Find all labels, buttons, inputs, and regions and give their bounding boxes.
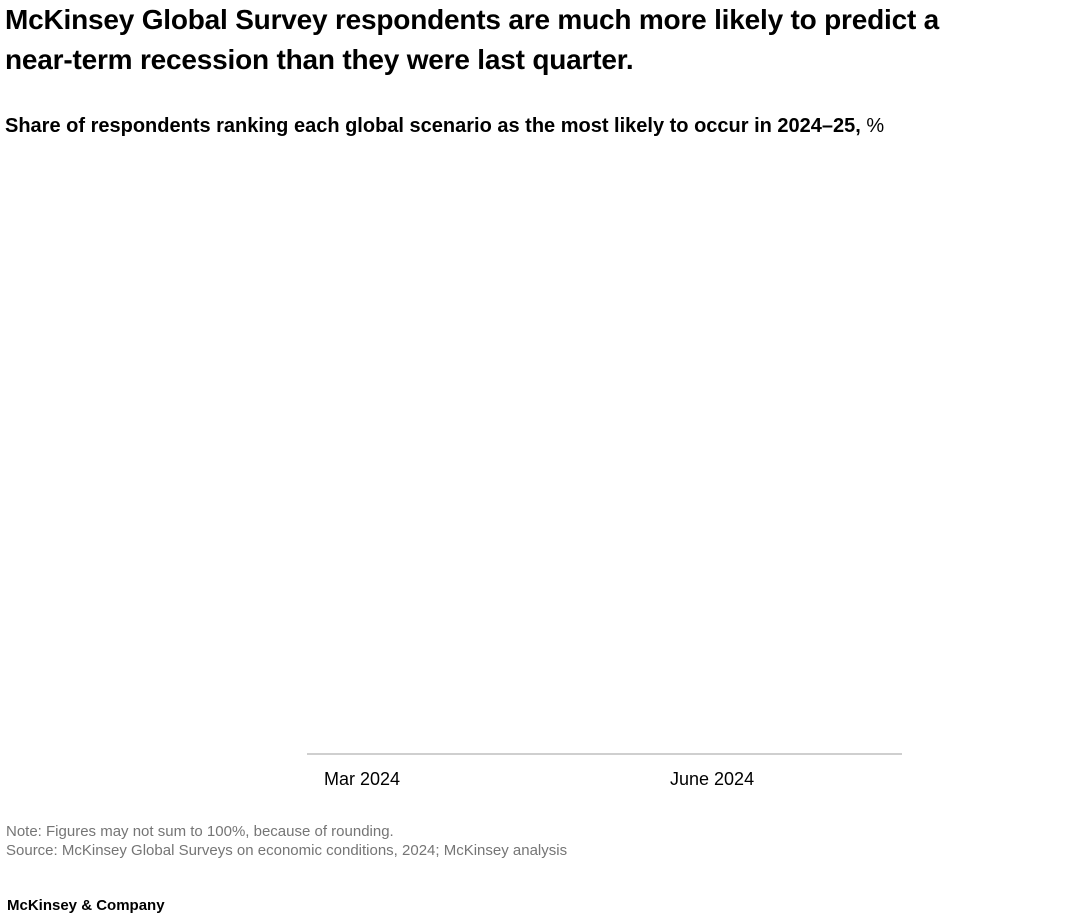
x-axis-label-mar-2024: Mar 2024 (324, 769, 401, 789)
exhibit-title-line-2: near-term recession than they were last … (5, 44, 634, 75)
brand-logotype: McKinsey & Company (7, 897, 165, 914)
x-axis-label-june-2024: June 2024 (670, 769, 755, 789)
footnote-note: Note: Figures may not sum to 100%, becau… (6, 823, 394, 840)
exhibit-title: McKinsey Global Survey respondents are m… (5, 0, 1075, 80)
footnote-source: Source: McKinsey Global Surveys on econo… (6, 841, 568, 859)
exhibit-subtitle-unit: % (866, 115, 885, 137)
exhibit-title-line-1: McKinsey Global Survey respondents are m… (5, 4, 940, 35)
exhibit-header: McKinsey Global Survey respondents are m… (5, 0, 1075, 137)
exhibit-subtitle: Share of respondents ranking each global… (5, 113, 884, 139)
footnotes: Note: Figures may not sum to 100%, becau… (6, 823, 567, 860)
x-axis-baseline (307, 753, 902, 755)
chart-plot-area: Mar 2024 June 2024 (0, 160, 1080, 810)
exhibit-subtitle-text: Share of respondents ranking each global… (5, 115, 861, 137)
